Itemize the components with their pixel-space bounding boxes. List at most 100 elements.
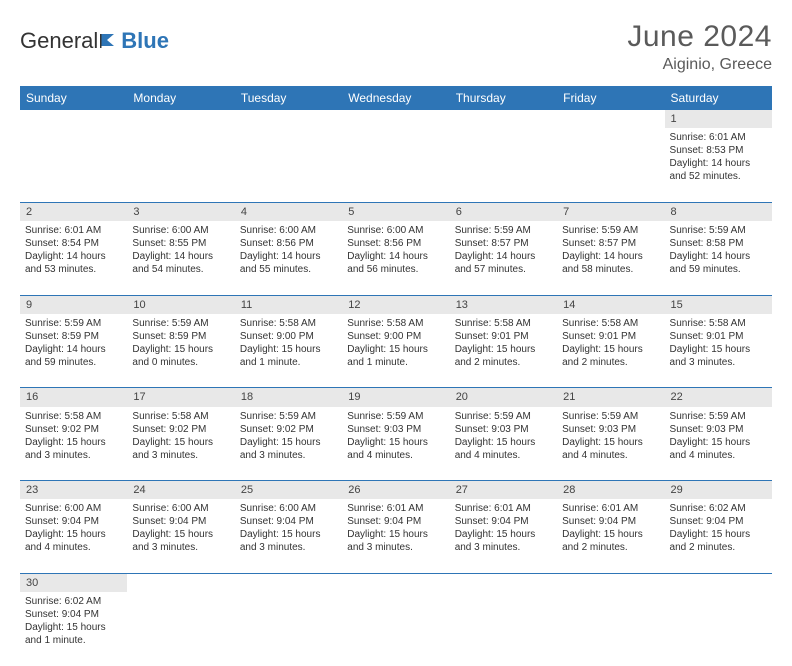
day-details: Sunrise: 5:59 AMSunset: 9:03 PMDaylight:… — [562, 410, 659, 462]
day-number: 4 — [235, 202, 342, 221]
day-cell: Sunrise: 5:59 AMSunset: 8:57 PMDaylight:… — [557, 221, 664, 295]
day-details: Sunrise: 5:59 AMSunset: 8:59 PMDaylight:… — [132, 317, 229, 369]
day-details: Sunrise: 6:00 AMSunset: 8:56 PMDaylight:… — [240, 224, 337, 276]
day-number: 25 — [235, 481, 342, 500]
flag-icon — [100, 28, 120, 54]
day-number — [665, 573, 772, 592]
day-cell — [235, 128, 342, 202]
day-content-row: Sunrise: 6:02 AMSunset: 9:04 PMDaylight:… — [20, 592, 772, 666]
brand-logo: GeneralBlue — [20, 20, 169, 54]
day-number: 19 — [342, 388, 449, 407]
day-cell — [557, 592, 664, 666]
day-details: Sunrise: 6:02 AMSunset: 9:04 PMDaylight:… — [25, 595, 122, 647]
day-number: 13 — [450, 295, 557, 314]
day-number: 8 — [665, 202, 772, 221]
day-number: 6 — [450, 202, 557, 221]
day-number: 3 — [127, 202, 234, 221]
day-details: Sunrise: 5:58 AMSunset: 9:02 PMDaylight:… — [132, 410, 229, 462]
day-details: Sunrise: 5:59 AMSunset: 9:02 PMDaylight:… — [240, 410, 337, 462]
day-details: Sunrise: 5:59 AMSunset: 9:03 PMDaylight:… — [347, 410, 444, 462]
day-cell: Sunrise: 5:59 AMSunset: 9:03 PMDaylight:… — [342, 407, 449, 481]
day-details: Sunrise: 6:00 AMSunset: 8:56 PMDaylight:… — [347, 224, 444, 276]
day-details: Sunrise: 6:00 AMSunset: 8:55 PMDaylight:… — [132, 224, 229, 276]
weekday-header: Friday — [557, 86, 664, 110]
day-details: Sunrise: 6:01 AMSunset: 9:04 PMDaylight:… — [562, 502, 659, 554]
day-number: 15 — [665, 295, 772, 314]
day-cell: Sunrise: 6:00 AMSunset: 8:55 PMDaylight:… — [127, 221, 234, 295]
day-details: Sunrise: 5:58 AMSunset: 9:01 PMDaylight:… — [562, 317, 659, 369]
day-cell: Sunrise: 5:59 AMSunset: 9:03 PMDaylight:… — [450, 407, 557, 481]
day-details: Sunrise: 5:59 AMSunset: 8:57 PMDaylight:… — [455, 224, 552, 276]
day-cell — [127, 592, 234, 666]
day-cell: Sunrise: 6:01 AMSunset: 9:04 PMDaylight:… — [342, 499, 449, 573]
location: Aiginio, Greece — [627, 56, 772, 74]
day-content-row: Sunrise: 6:00 AMSunset: 9:04 PMDaylight:… — [20, 499, 772, 573]
day-details: Sunrise: 5:59 AMSunset: 8:57 PMDaylight:… — [562, 224, 659, 276]
day-cell — [557, 128, 664, 202]
day-details: Sunrise: 5:58 AMSunset: 9:00 PMDaylight:… — [347, 317, 444, 369]
day-number: 1 — [665, 110, 772, 128]
day-cell: Sunrise: 6:00 AMSunset: 8:56 PMDaylight:… — [235, 221, 342, 295]
day-number: 17 — [127, 388, 234, 407]
day-details: Sunrise: 6:00 AMSunset: 9:04 PMDaylight:… — [132, 502, 229, 554]
day-cell: Sunrise: 6:00 AMSunset: 8:56 PMDaylight:… — [342, 221, 449, 295]
day-details: Sunrise: 6:02 AMSunset: 9:04 PMDaylight:… — [670, 502, 767, 554]
day-cell — [342, 128, 449, 202]
day-details: Sunrise: 5:58 AMSunset: 9:02 PMDaylight:… — [25, 410, 122, 462]
day-cell — [450, 128, 557, 202]
day-cell: Sunrise: 5:59 AMSunset: 9:03 PMDaylight:… — [557, 407, 664, 481]
day-details: Sunrise: 6:01 AMSunset: 9:04 PMDaylight:… — [455, 502, 552, 554]
weekday-header: Tuesday — [235, 86, 342, 110]
day-details: Sunrise: 6:01 AMSunset: 9:04 PMDaylight:… — [347, 502, 444, 554]
day-cell — [665, 592, 772, 666]
day-cell: Sunrise: 5:59 AMSunset: 8:58 PMDaylight:… — [665, 221, 772, 295]
day-number — [557, 573, 664, 592]
day-number: 29 — [665, 481, 772, 500]
day-number: 20 — [450, 388, 557, 407]
day-cell — [450, 592, 557, 666]
day-content-row: Sunrise: 5:59 AMSunset: 8:59 PMDaylight:… — [20, 314, 772, 388]
day-number — [235, 573, 342, 592]
day-cell: Sunrise: 5:58 AMSunset: 9:01 PMDaylight:… — [450, 314, 557, 388]
day-details: Sunrise: 5:59 AMSunset: 9:03 PMDaylight:… — [455, 410, 552, 462]
calendar-table: Sunday Monday Tuesday Wednesday Thursday… — [20, 86, 772, 666]
day-cell: Sunrise: 5:58 AMSunset: 9:02 PMDaylight:… — [127, 407, 234, 481]
day-number: 11 — [235, 295, 342, 314]
day-number: 27 — [450, 481, 557, 500]
weekday-header-row: Sunday Monday Tuesday Wednesday Thursday… — [20, 86, 772, 110]
day-number: 18 — [235, 388, 342, 407]
day-details: Sunrise: 6:01 AMSunset: 8:54 PMDaylight:… — [25, 224, 122, 276]
day-number: 9 — [20, 295, 127, 314]
day-content-row: Sunrise: 6:01 AMSunset: 8:54 PMDaylight:… — [20, 221, 772, 295]
weekday-header: Monday — [127, 86, 234, 110]
day-details: Sunrise: 5:59 AMSunset: 8:59 PMDaylight:… — [25, 317, 122, 369]
day-number — [450, 110, 557, 128]
day-cell — [235, 592, 342, 666]
day-cell: Sunrise: 6:00 AMSunset: 9:04 PMDaylight:… — [235, 499, 342, 573]
day-content-row: Sunrise: 6:01 AMSunset: 8:53 PMDaylight:… — [20, 128, 772, 202]
day-number: 28 — [557, 481, 664, 500]
day-cell: Sunrise: 5:58 AMSunset: 9:01 PMDaylight:… — [665, 314, 772, 388]
day-number: 26 — [342, 481, 449, 500]
day-cell: Sunrise: 5:59 AMSunset: 9:03 PMDaylight:… — [665, 407, 772, 481]
day-cell: Sunrise: 5:58 AMSunset: 9:02 PMDaylight:… — [20, 407, 127, 481]
day-cell — [20, 128, 127, 202]
day-cell: Sunrise: 5:59 AMSunset: 8:59 PMDaylight:… — [127, 314, 234, 388]
day-number: 14 — [557, 295, 664, 314]
header: GeneralBlue June 2024 Aiginio, Greece — [20, 20, 772, 74]
day-number: 12 — [342, 295, 449, 314]
title-block: June 2024 Aiginio, Greece — [627, 20, 772, 74]
daynum-row: 30 — [20, 573, 772, 592]
day-cell: Sunrise: 6:02 AMSunset: 9:04 PMDaylight:… — [20, 592, 127, 666]
day-details: Sunrise: 5:58 AMSunset: 9:00 PMDaylight:… — [240, 317, 337, 369]
weekday-header: Wednesday — [342, 86, 449, 110]
day-cell: Sunrise: 5:59 AMSunset: 8:57 PMDaylight:… — [450, 221, 557, 295]
day-cell — [342, 592, 449, 666]
daynum-row: 23242526272829 — [20, 481, 772, 500]
day-details: Sunrise: 5:58 AMSunset: 9:01 PMDaylight:… — [455, 317, 552, 369]
weekday-header: Thursday — [450, 86, 557, 110]
day-number: 5 — [342, 202, 449, 221]
day-number — [20, 110, 127, 128]
day-content-row: Sunrise: 5:58 AMSunset: 9:02 PMDaylight:… — [20, 407, 772, 481]
day-details: Sunrise: 5:59 AMSunset: 9:03 PMDaylight:… — [670, 410, 767, 462]
